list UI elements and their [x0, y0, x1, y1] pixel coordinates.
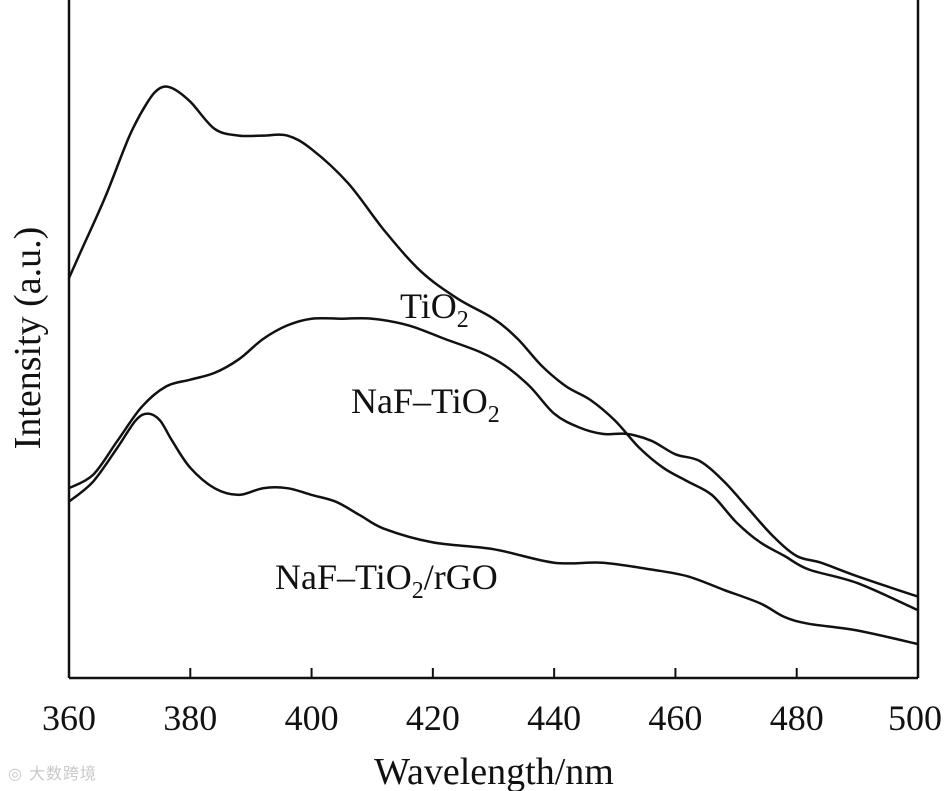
- x-tick-label: 480: [770, 698, 824, 738]
- series-line-tio2: [67, 85, 919, 612]
- series-label-tail: /rGO: [424, 557, 498, 597]
- series-label-main: TiO: [400, 286, 457, 326]
- plot-frame: [67, 0, 920, 680]
- y-axis-title: Intensity (a.u.): [7, 227, 49, 450]
- series-lines: [67, 85, 919, 646]
- series-label-tio2: TiO2: [400, 286, 469, 333]
- series-label-subscript: 2: [412, 578, 424, 604]
- x-axis-title: Wavelength/nm: [374, 751, 614, 791]
- series-label-subscript: 2: [457, 307, 469, 333]
- x-tick-label: 400: [285, 698, 339, 738]
- watermark-logo-icon: ◎: [8, 764, 30, 783]
- series-label-main: NaF–TiO: [275, 557, 412, 597]
- x-tick-label: 440: [527, 698, 581, 738]
- series-label-naf-tio2-rgo: NaF–TiO2/rGO: [275, 557, 498, 604]
- x-tick-label: 460: [648, 698, 702, 738]
- watermark-text: 大数跨境: [29, 764, 98, 783]
- series-line-naf-tio2: [68, 316, 919, 598]
- x-tick-marks: [68, 668, 919, 678]
- series-label-main: NaF–TiO: [351, 381, 488, 421]
- series-line-naf-tio2-rgo: [68, 412, 919, 646]
- x-tick-label: 380: [163, 698, 217, 738]
- x-tick-label: 420: [406, 698, 460, 738]
- watermark: ◎ 大数跨境: [8, 760, 97, 784]
- x-tick-labels: 360 380 400 420 440 460 480 500: [42, 698, 942, 738]
- series-label-subscript: 2: [488, 402, 500, 428]
- series-label-naf-tio2: NaF–TiO2: [351, 381, 500, 428]
- x-tick-label: 360: [42, 698, 96, 738]
- x-tick-label: 500: [888, 698, 942, 738]
